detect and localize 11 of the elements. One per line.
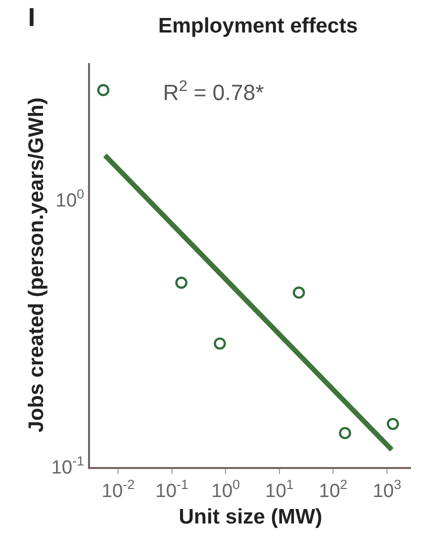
y-axis-title: Jobs created (person.years/GWh): [24, 98, 48, 432]
annotation: R$^{2}$ = 0.78*: [163, 78, 264, 106]
x-tick-label: 10$^{-2}$: [102, 476, 135, 502]
x-tick-label: 10$^{1}$: [265, 476, 294, 502]
x-tick-label: 10$^{3}$: [372, 476, 402, 502]
x-tick-label: 10$^{2}$: [318, 476, 348, 502]
x-tick-label: 10$^{-1}$: [155, 476, 188, 502]
text: I: [28, 2, 36, 32]
x-tick-label: 10$^{0}$: [211, 476, 240, 502]
chart-title: Employment effects: [158, 14, 358, 38]
x-axis-title: Unit size (MW): [178, 506, 322, 528]
